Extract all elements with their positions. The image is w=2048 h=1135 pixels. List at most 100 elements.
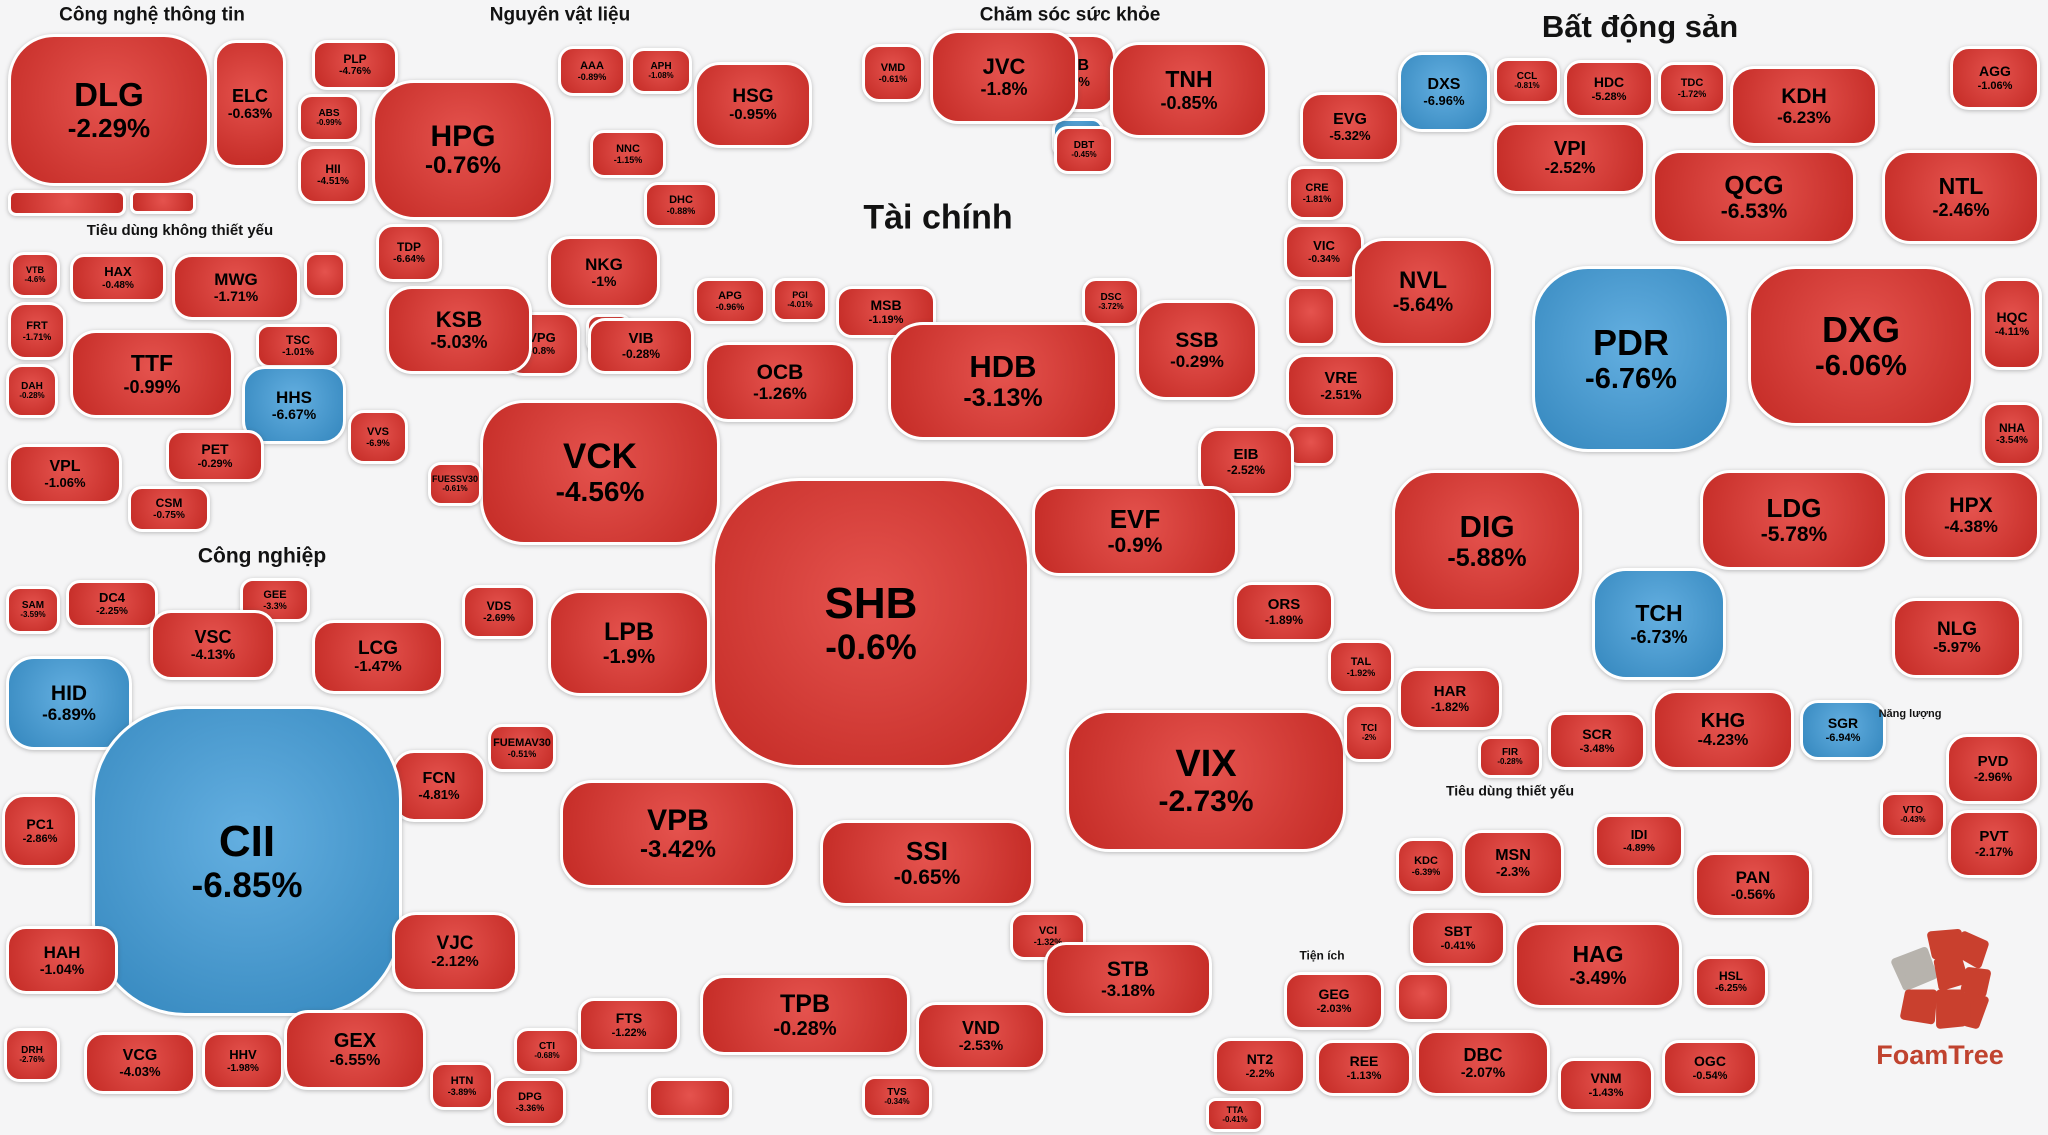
tile-TCI[interactable]: TCI -2% [1344, 704, 1394, 762]
tile-TPB[interactable]: TPB -0.28% [700, 975, 910, 1055]
tile-HPG[interactable]: HPG -0.76% [372, 80, 554, 220]
tile-OGC[interactable]: OGC -0.54% [1662, 1040, 1758, 1096]
tile-VDS[interactable]: VDS -2.69% [462, 585, 536, 639]
tile-ELC[interactable]: ELC -0.63% [214, 40, 286, 168]
tile-VTO[interactable]: VTO -0.43% [1880, 792, 1946, 838]
tile-EVF[interactable]: EVF -0.9% [1032, 486, 1238, 576]
tile-VSC[interactable]: VSC -4.13% [150, 610, 276, 680]
tile-VIC[interactable]: VIC -0.34% [1284, 224, 1364, 280]
tile-SSB[interactable]: SSB -0.29% [1136, 300, 1258, 400]
tile-PLP[interactable]: PLP -4.76% [312, 40, 398, 90]
tile-DAH[interactable]: DAH -0.28% [6, 364, 58, 418]
tile-VRE[interactable]: VRE -2.51% [1286, 354, 1396, 418]
tile-PVT[interactable]: PVT -2.17% [1948, 810, 2040, 878]
tile-VCK[interactable]: VCK -4.56% [480, 400, 720, 545]
tile-NTL[interactable]: NTL -2.46% [1882, 150, 2040, 244]
tile-DHC[interactable]: DHC -0.88% [644, 182, 718, 228]
tile-PC1[interactable]: PC1 -2.86% [2, 794, 78, 868]
tile-HID[interactable]: HID -6.89% [6, 656, 132, 750]
tile-VJC[interactable]: VJC -2.12% [392, 912, 518, 992]
tile-KDH[interactable]: KDH -6.23% [1730, 66, 1878, 146]
tile-VTB[interactable]: VTB -4.6% [10, 252, 60, 298]
tile-TDC[interactable]: TDC -1.72% [1658, 62, 1726, 114]
tile-FTS[interactable]: FTS -1.22% [578, 998, 680, 1052]
tile-EVG[interactable]: EVG -5.32% [1300, 92, 1400, 162]
tile-SBT[interactable]: SBT -0.41% [1410, 910, 1506, 966]
tile-NVL[interactable]: NVL -5.64% [1352, 238, 1494, 346]
tile-EIB[interactable]: EIB -2.52% [1198, 428, 1294, 496]
tile-unlabeled[interactable] [304, 252, 346, 298]
tile-ABS[interactable]: ABS -0.99% [298, 94, 360, 142]
tile-unlabeled[interactable] [648, 1078, 732, 1118]
tile-HTN[interactable]: HTN -3.89% [430, 1062, 494, 1110]
tile-DRH[interactable]: DRH -2.76% [4, 1028, 60, 1082]
tile-DSC[interactable]: DSC -3.72% [1082, 278, 1140, 326]
tile-VNM[interactable]: VNM -1.43% [1558, 1058, 1654, 1112]
tile-NNC[interactable]: NNC -1.15% [590, 130, 666, 178]
tile-DPG[interactable]: DPG -3.36% [494, 1078, 566, 1126]
tile-FUESSV30[interactable]: FUESSV30 -0.61% [428, 462, 482, 506]
tile-CII[interactable]: CII -6.85% [92, 706, 402, 1016]
tile-APH[interactable]: APH -1.08% [630, 48, 692, 94]
tile-HAR[interactable]: HAR -1.82% [1398, 668, 1502, 730]
tile-STB[interactable]: STB -3.18% [1044, 942, 1212, 1016]
tile-GEX[interactable]: GEX -6.55% [284, 1010, 426, 1090]
tile-VIB[interactable]: VIB -0.28% [588, 318, 694, 374]
tile-NT2[interactable]: NT2 -2.2% [1214, 1038, 1306, 1094]
tile-VPL[interactable]: VPL -1.06% [8, 444, 122, 504]
tile-KDC[interactable]: KDC -6.39% [1396, 838, 1456, 894]
tile-OCB[interactable]: OCB -1.26% [704, 342, 856, 422]
tile-ORS[interactable]: ORS -1.89% [1234, 582, 1334, 642]
tile-APG[interactable]: APG -0.96% [694, 278, 766, 324]
tile-FUEMAV30[interactable]: FUEMAV30 -0.51% [488, 724, 556, 772]
tile-AGG[interactable]: AGG -1.06% [1950, 46, 2040, 110]
tile-HSG[interactable]: HSG -0.95% [694, 62, 812, 148]
tile-TVS[interactable]: TVS -0.34% [862, 1076, 932, 1118]
tile-FRT[interactable]: FRT -1.71% [8, 302, 66, 360]
tile-FIR[interactable]: FIR -0.28% [1478, 736, 1542, 778]
tile-TCH[interactable]: TCH -6.73% [1592, 568, 1726, 680]
tile-KHG[interactable]: KHG -4.23% [1652, 690, 1794, 770]
tile-unlabeled[interactable] [8, 190, 126, 216]
tile-VPB[interactable]: VPB -3.42% [560, 780, 796, 888]
tile-LDG[interactable]: LDG -5.78% [1700, 470, 1888, 570]
tile-QCG[interactable]: QCG -6.53% [1652, 150, 1856, 244]
tile-IDI[interactable]: IDI -4.89% [1594, 814, 1684, 868]
tile-VCG[interactable]: VCG -4.03% [84, 1032, 196, 1094]
tile-SCR[interactable]: SCR -3.48% [1548, 712, 1646, 770]
tile-DBT[interactable]: DBT -0.45% [1054, 126, 1114, 174]
tile-HHV[interactable]: HHV -1.98% [202, 1032, 284, 1090]
tile-SHB[interactable]: SHB -0.6% [712, 478, 1030, 768]
tile-GEG[interactable]: GEG -2.03% [1284, 972, 1384, 1030]
tile-HPX[interactable]: HPX -4.38% [1902, 470, 2040, 560]
tile-VVS[interactable]: VVS -6.9% [348, 410, 408, 464]
tile-DIG[interactable]: DIG -5.88% [1392, 470, 1582, 612]
tile-DC4[interactable]: DC4 -2.25% [66, 580, 158, 628]
tile-TSC[interactable]: TSC -1.01% [256, 324, 340, 368]
tile-KSB[interactable]: KSB -5.03% [386, 286, 532, 374]
tile-TTF[interactable]: TTF -0.99% [70, 330, 234, 418]
tile-TNH[interactable]: TNH -0.85% [1110, 42, 1268, 138]
tile-DBC[interactable]: DBC -2.07% [1416, 1030, 1550, 1096]
tile-SAM[interactable]: SAM -3.59% [6, 586, 60, 634]
tile-MSN[interactable]: MSN -2.3% [1462, 830, 1564, 896]
tile-TTA[interactable]: TTA -0.41% [1206, 1098, 1264, 1132]
tile-CSM[interactable]: CSM -0.75% [128, 486, 210, 532]
tile-SSI[interactable]: SSI -0.65% [820, 820, 1034, 906]
tile-REE[interactable]: REE -1.13% [1316, 1040, 1412, 1096]
tile-DLG[interactable]: DLG -2.29% [8, 34, 210, 186]
tile-FCN[interactable]: FCN -4.81% [392, 750, 486, 822]
foamtree-attribution[interactable]: FoamTree [1856, 924, 2024, 1071]
tile-TDP[interactable]: TDP -6.64% [376, 224, 442, 282]
tile-HQC[interactable]: HQC -4.11% [1982, 278, 2042, 370]
tile-NLG[interactable]: NLG -5.97% [1892, 598, 2022, 678]
tile-CTI[interactable]: CTI -0.68% [514, 1028, 580, 1074]
tile-HHS[interactable]: HHS -6.67% [242, 366, 346, 444]
tile-unlabeled[interactable] [1396, 972, 1450, 1022]
tile-HDB[interactable]: HDB -3.13% [888, 322, 1118, 440]
tile-LCG[interactable]: LCG -1.47% [312, 620, 444, 694]
tile-DXG[interactable]: DXG -6.06% [1748, 266, 1974, 426]
tile-NKG[interactable]: NKG -1% [548, 236, 660, 308]
tile-HAX[interactable]: HAX -0.48% [70, 254, 166, 302]
tile-CRE[interactable]: CRE -1.81% [1288, 166, 1346, 220]
